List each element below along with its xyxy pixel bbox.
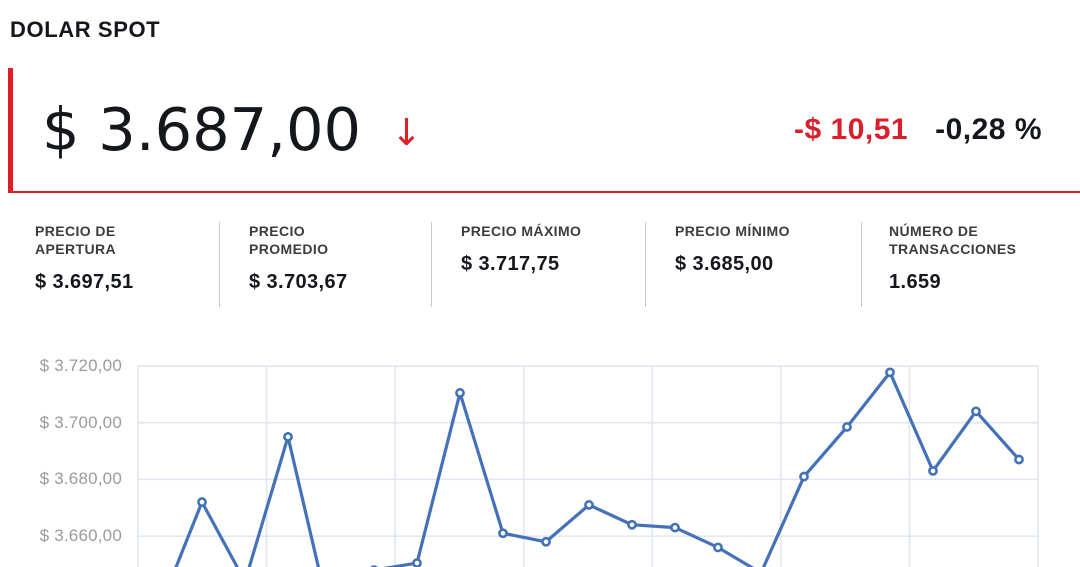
stat-value: 1.659 (889, 271, 942, 293)
arrow-down-icon: ↓ (391, 111, 423, 154)
stat-value: $ 3.717,75 (461, 253, 560, 275)
y-axis-label: $ 3.700,00 (39, 413, 122, 432)
stat-label-line: PRECIO MÍNIMO (675, 223, 790, 239)
stat-label: PRECIO MÍNIMO (675, 222, 861, 240)
y-axis-label: $ 3.680,00 (39, 469, 122, 488)
stat-label-line: NÚMERO DE (889, 223, 979, 239)
stat-label-line: PROMEDIO (249, 241, 329, 257)
stat-label-line: PRECIO (249, 223, 306, 239)
stats-row: PRECIO DE APERTURA $ 3.697,51 PRECIO PRO… (0, 222, 1080, 307)
change-absolute: -$ 10,51 (794, 112, 909, 146)
stat-value: $ 3.697,51 (35, 271, 134, 293)
stat-opening-price: PRECIO DE APERTURA $ 3.697,51 (0, 222, 219, 307)
stat-label: NÚMERO DE TRANSACCIONES (889, 222, 1080, 258)
stat-label-line: TRANSACCIONES (889, 241, 1017, 257)
quote-panel: $ 3.687,00 ↓ -$ 10,51 -0,28 % (8, 68, 1080, 193)
stat-label-line: PRECIO MÁXIMO (461, 223, 582, 239)
stat-label-line: APERTURA (35, 241, 116, 257)
stat-label: PRECIO MÁXIMO (461, 222, 645, 240)
stat-label: PRECIO PROMEDIO (249, 222, 431, 258)
y-axis-label: $ 3.720,00 (39, 356, 122, 375)
stat-label: PRECIO DE APERTURA (35, 222, 219, 258)
stat-transactions-count: NÚMERO DE TRANSACCIONES 1.659 (861, 222, 1080, 307)
price-change: -$ 10,51 -0,28 % (794, 113, 1042, 147)
stat-average-price: PRECIO PROMEDIO $ 3.703,67 (219, 222, 431, 307)
price-chart-canvas[interactable] (0, 340, 1080, 567)
price-chart[interactable]: $ 3.720,00 $ 3.700,00 $ 3.680,00 $ 3.660… (0, 340, 1080, 567)
stat-label-line: PRECIO DE (35, 223, 116, 239)
stat-value: $ 3.703,67 (249, 271, 348, 293)
change-percent: -0,28 % (935, 112, 1042, 146)
page-title: DOLAR SPOT (10, 17, 161, 42)
stat-max-price: PRECIO MÁXIMO $ 3.717,75 (431, 222, 645, 307)
current-price: $ 3.687,00 (42, 95, 362, 164)
stat-value: $ 3.685,00 (675, 253, 774, 275)
y-axis-label: $ 3.660,00 (39, 526, 122, 545)
stat-min-price: PRECIO MÍNIMO $ 3.685,00 (645, 222, 861, 307)
